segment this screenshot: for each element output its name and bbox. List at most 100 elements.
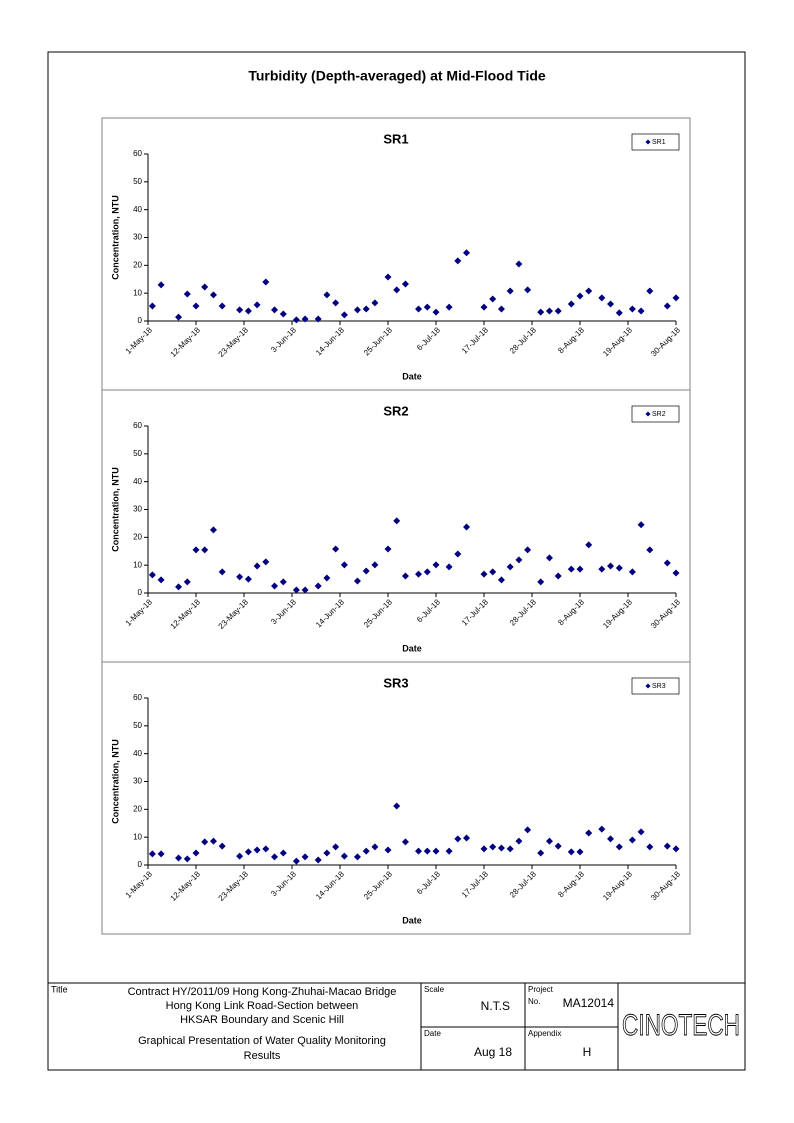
data-point xyxy=(393,802,401,810)
data-point xyxy=(598,565,606,573)
data-point xyxy=(545,837,553,845)
data-point xyxy=(209,291,217,299)
appendix: H xyxy=(583,1045,592,1059)
data-point xyxy=(371,299,379,307)
data-point xyxy=(384,273,392,281)
legend-marker xyxy=(645,411,651,417)
data-point xyxy=(480,845,488,853)
data-point xyxy=(340,852,348,860)
label: Project xyxy=(528,985,554,994)
data-point xyxy=(480,570,488,578)
data-point xyxy=(279,849,287,857)
data-point xyxy=(524,286,532,294)
logo: CINOTECH xyxy=(622,1009,740,1042)
data-point xyxy=(463,834,471,842)
chart-title: SR3 xyxy=(383,675,408,690)
data-point xyxy=(576,565,584,573)
y-tick-label: 0 xyxy=(138,860,143,869)
chart-title: SR2 xyxy=(383,403,408,418)
data-point xyxy=(515,260,523,268)
data-point xyxy=(362,305,370,313)
data-point xyxy=(497,576,505,584)
data-point xyxy=(323,849,331,857)
chart-frame xyxy=(101,117,691,391)
data-point xyxy=(489,568,497,576)
data-point xyxy=(236,306,244,314)
data-point xyxy=(262,845,270,853)
data-point xyxy=(506,563,514,571)
data-point xyxy=(271,853,279,861)
chart-title: SR1 xyxy=(383,131,408,146)
chart-frame xyxy=(101,389,691,663)
data-point xyxy=(192,546,200,554)
data-point xyxy=(323,574,331,582)
data-point xyxy=(554,842,562,850)
date: Aug 18 xyxy=(474,1045,512,1059)
data-point xyxy=(537,308,545,316)
data-point xyxy=(209,526,217,534)
y-tick-label: 50 xyxy=(133,177,142,186)
data-point xyxy=(175,313,183,321)
data-point xyxy=(497,305,505,313)
data-point xyxy=(183,578,191,586)
data-point xyxy=(148,850,156,858)
data-point xyxy=(554,572,562,580)
data-point xyxy=(271,582,279,590)
title-line: HKSAR Boundary and Scenic Hill xyxy=(180,1014,344,1026)
data-point xyxy=(567,300,575,308)
data-point xyxy=(489,843,497,851)
data-point xyxy=(157,281,165,289)
data-point xyxy=(628,305,636,313)
data-point xyxy=(292,316,300,324)
data-point xyxy=(637,521,645,529)
data-point xyxy=(301,853,309,861)
data-point xyxy=(615,564,623,572)
data-point xyxy=(598,294,606,302)
data-point xyxy=(201,838,209,846)
data-point xyxy=(236,573,244,581)
data-point xyxy=(253,562,261,570)
data-point xyxy=(615,309,623,317)
data-point xyxy=(253,846,261,854)
data-point xyxy=(292,857,300,865)
data-point xyxy=(489,295,497,303)
data-point xyxy=(432,847,440,855)
title-block: Title Contract HY/2011/09 Hong Kong-Zhuh… xyxy=(48,982,745,1070)
y-tick-label: 30 xyxy=(133,233,142,242)
data-point xyxy=(201,283,209,291)
label: Title xyxy=(51,984,68,994)
legend-label: SR3 xyxy=(652,683,666,690)
legend-marker xyxy=(645,139,651,145)
y-tick-label: 60 xyxy=(133,421,142,430)
data-point xyxy=(454,257,462,265)
description-line: Results xyxy=(244,1050,281,1062)
data-point xyxy=(218,302,226,310)
data-point xyxy=(567,848,575,856)
y-tick-label: 10 xyxy=(133,832,142,841)
y-tick-label: 50 xyxy=(133,449,142,458)
data-point xyxy=(576,292,584,300)
y-tick-label: 20 xyxy=(133,804,142,813)
data-point xyxy=(663,559,671,567)
data-point xyxy=(279,310,287,318)
data-point xyxy=(209,837,217,845)
data-point xyxy=(524,546,532,554)
x-axis-label: Date xyxy=(402,643,422,653)
data-point xyxy=(585,829,593,837)
data-point xyxy=(244,575,252,583)
data-point xyxy=(615,843,623,851)
data-point xyxy=(646,287,654,295)
data-point xyxy=(646,843,654,851)
data-point xyxy=(175,854,183,862)
data-point xyxy=(672,569,680,577)
data-point xyxy=(371,561,379,569)
data-point xyxy=(663,302,671,310)
y-tick-label: 0 xyxy=(138,316,143,325)
title-line: Hong Kong Link Road-Section between xyxy=(166,1000,359,1012)
y-tick-label: 50 xyxy=(133,721,142,730)
data-point xyxy=(415,847,423,855)
data-point xyxy=(262,558,270,566)
data-point xyxy=(192,849,200,857)
data-point xyxy=(445,563,453,571)
